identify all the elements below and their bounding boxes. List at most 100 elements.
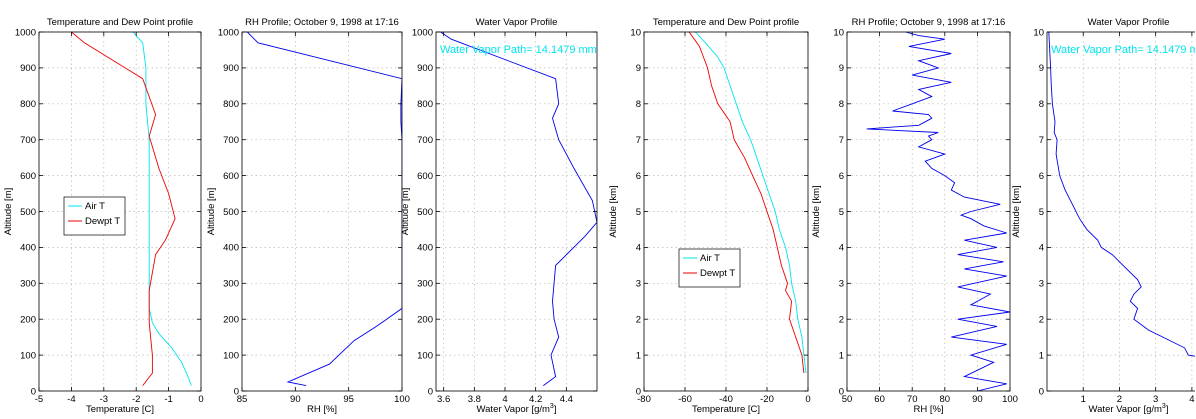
y-tick-label: 200 bbox=[20, 315, 36, 326]
x-tick-label: 3.6 bbox=[437, 394, 450, 405]
x-tick-label: 2 bbox=[1117, 394, 1122, 405]
panel-1: -5 -4 -3 -2 -1 0 0 100 200 300 400 500 600 700 800 900 1… bbox=[3, 17, 204, 414]
water-vapor-path-annotation: Water Vapor Path= 14.1479 mm bbox=[440, 44, 597, 56]
y-tick-label: 2 bbox=[636, 315, 641, 326]
legend: Air T Dewpt T bbox=[678, 248, 741, 288]
y-tick-label: 200 bbox=[223, 315, 239, 326]
y-tick-label: 600 bbox=[20, 171, 36, 182]
y-tick-label: 8 bbox=[636, 99, 641, 110]
y-tick-label: 3 bbox=[839, 279, 844, 290]
y-tick-label: 500 bbox=[20, 207, 36, 218]
x-tick-label: 90 bbox=[290, 394, 301, 405]
series-line-profile bbox=[440, 32, 597, 386]
legend-entry: Air T bbox=[700, 253, 720, 264]
y-tick-label: 800 bbox=[20, 99, 36, 110]
x-tick-label: 3 bbox=[1153, 394, 1158, 405]
y-tick-label: 0 bbox=[428, 386, 433, 397]
x-axis-label: Temperature [C] bbox=[692, 404, 760, 414]
y-tick-label: 1000 bbox=[412, 27, 433, 38]
y-tick-label: 3 bbox=[1039, 279, 1044, 290]
y-tick-label: 100 bbox=[223, 350, 239, 361]
y-tick-label: 1000 bbox=[15, 27, 36, 38]
x-axis-label: Water Vapor [g/m3] bbox=[477, 403, 557, 414]
y-tick-label: 700 bbox=[20, 135, 36, 146]
y-tick-label: 400 bbox=[20, 243, 36, 254]
x-tick-label: 60 bbox=[874, 394, 885, 405]
y-axis-label: Altitude [km] bbox=[608, 185, 619, 237]
y-tick-label: 0 bbox=[31, 386, 36, 397]
x-axis-label: Water Vapor [g/m3] bbox=[1089, 403, 1169, 414]
panel-5: 50 60 70 80 90 100 0 1 2 3 4 5 6 7 8 9 10 RH Profile; Oct… bbox=[811, 17, 1018, 414]
y-tick-label: 4 bbox=[1039, 243, 1044, 254]
legend-entry: Dewpt T bbox=[85, 216, 120, 227]
y-tick-label: 10 bbox=[833, 27, 844, 38]
y-tick-label: 500 bbox=[417, 207, 433, 218]
x-tick-label: -3 bbox=[100, 394, 108, 405]
y-tick-label: 100 bbox=[20, 350, 36, 361]
y-tick-label: 2 bbox=[1039, 315, 1044, 326]
chart-title: Temperature and Dew Point profile bbox=[653, 17, 799, 28]
y-tick-label: 1000 bbox=[218, 27, 239, 38]
y-tick-label: 9 bbox=[636, 63, 641, 74]
y-tick-label: 2 bbox=[839, 315, 844, 326]
y-tick-label: 800 bbox=[223, 99, 239, 110]
series-line-profile bbox=[1048, 32, 1195, 357]
chart-title: RH Profile; October 9, 1998 at 17:16 bbox=[245, 17, 399, 28]
y-axis-label: Altitude [m] bbox=[400, 188, 411, 236]
y-tick-label: 600 bbox=[223, 171, 239, 182]
y-tick-label: 300 bbox=[223, 279, 239, 290]
chart-title: Water Vapor Profile bbox=[476, 17, 558, 28]
plot-area bbox=[242, 32, 402, 391]
x-tick-label: -80 bbox=[637, 394, 651, 405]
legend-box bbox=[63, 196, 126, 236]
y-tick-label: 10 bbox=[1033, 27, 1044, 38]
y-tick-label: 1 bbox=[636, 350, 641, 361]
y-tick-label: 7 bbox=[1039, 135, 1044, 146]
y-tick-label: 10 bbox=[630, 27, 641, 38]
chart-title: Water Vapor Profile bbox=[1088, 17, 1170, 28]
chart-title: RH Profile; October 9, 1998 at 17:16 bbox=[852, 17, 1006, 28]
x-tick-label: -40 bbox=[719, 394, 733, 405]
x-tick-label: 4.4 bbox=[560, 394, 573, 405]
x-tick-label: -20 bbox=[760, 394, 774, 405]
x-tick-label: 85 bbox=[237, 394, 248, 405]
series-line-profile bbox=[866, 32, 1010, 391]
panel-3: 3.6 3.8 4 4.2 4.4 0 100 200 300 400 500 600 700 800 90… bbox=[400, 17, 598, 414]
y-tick-label: 5 bbox=[839, 207, 844, 218]
x-tick-label: 4.2 bbox=[529, 394, 542, 405]
panel-4: -80 -60 -40 -20 0 0 1 2 3 4 5 6 7 8 9 10 Temperature and… bbox=[608, 17, 811, 414]
x-axis-label: Temperature [C] bbox=[86, 404, 154, 414]
x-tick-label: 1 bbox=[1081, 394, 1086, 405]
y-tick-label: 4 bbox=[636, 243, 641, 254]
y-tick-label: 900 bbox=[20, 63, 36, 74]
y-tick-label: 0 bbox=[839, 386, 844, 397]
y-tick-label: 9 bbox=[839, 63, 844, 74]
x-tick-label: 50 bbox=[842, 394, 853, 405]
y-axis-label: Altitude [m] bbox=[206, 188, 217, 236]
legend-entry: Air T bbox=[85, 201, 105, 212]
y-tick-label: 0 bbox=[1039, 386, 1044, 397]
legend: Air T Dewpt T bbox=[63, 196, 126, 236]
y-tick-label: 1 bbox=[839, 350, 844, 361]
x-tick-label: 95 bbox=[343, 394, 354, 405]
y-tick-label: 400 bbox=[417, 243, 433, 254]
y-tick-label: 7 bbox=[636, 135, 641, 146]
y-tick-label: 9 bbox=[1039, 63, 1044, 74]
y-tick-label: 900 bbox=[223, 63, 239, 74]
panel-6: 1 2 3 4 0 1 2 3 4 5 6 7 8 9 10 Water Vapor Profile Water… bbox=[1011, 17, 1195, 414]
panel-2: 85 90 95 1000100200300400500600700800900100… bbox=[206, 17, 410, 414]
y-tick-label: 400 bbox=[223, 243, 239, 254]
x-tick-label: -5 bbox=[35, 394, 43, 405]
series-line-air-t bbox=[132, 32, 192, 386]
series-line-air-t bbox=[694, 32, 807, 374]
x-tick-label: -4 bbox=[67, 394, 75, 405]
series-line-dewpt-t bbox=[71, 32, 176, 386]
y-tick-label: 900 bbox=[417, 63, 433, 74]
x-tick-label: 100 bbox=[394, 394, 410, 405]
y-tick-label: 0 bbox=[636, 386, 641, 397]
y-tick-label: 300 bbox=[20, 279, 36, 290]
y-tick-label: 700 bbox=[417, 135, 433, 146]
chart-title: Temperature and Dew Point profile bbox=[47, 17, 193, 28]
y-tick-label: 800 bbox=[417, 99, 433, 110]
